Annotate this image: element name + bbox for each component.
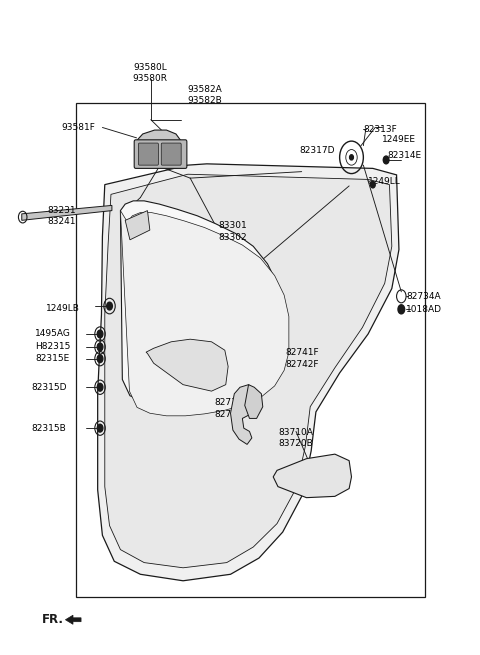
Polygon shape <box>230 384 257 444</box>
Text: 83231
83241: 83231 83241 <box>48 206 76 226</box>
Text: 82314E: 82314E <box>387 151 421 160</box>
Text: 1249LL: 1249LL <box>368 177 401 186</box>
Text: 82315B: 82315B <box>31 424 66 433</box>
FancyBboxPatch shape <box>134 140 187 168</box>
Circle shape <box>384 156 389 164</box>
Circle shape <box>97 343 103 351</box>
Text: FR.: FR. <box>41 613 63 626</box>
FancyBboxPatch shape <box>161 143 181 165</box>
Text: 82741F
82742F: 82741F 82742F <box>285 348 319 369</box>
Text: 93581F: 93581F <box>61 123 96 132</box>
Circle shape <box>398 305 405 314</box>
Circle shape <box>107 302 112 310</box>
Text: 1249LB: 1249LB <box>47 303 80 312</box>
Polygon shape <box>120 211 289 416</box>
Circle shape <box>97 355 103 363</box>
Polygon shape <box>146 339 228 391</box>
Circle shape <box>371 181 375 188</box>
Polygon shape <box>65 615 81 624</box>
Bar <box>76 103 425 597</box>
Text: H82315: H82315 <box>35 343 71 352</box>
Text: 82712
82722: 82712 82722 <box>214 398 242 419</box>
Polygon shape <box>105 174 392 568</box>
Polygon shape <box>22 206 112 220</box>
Text: 82315D: 82315D <box>31 383 67 392</box>
Text: 83301
83302: 83301 83302 <box>219 221 247 242</box>
Text: 82315E: 82315E <box>35 354 69 363</box>
Polygon shape <box>97 164 399 581</box>
Text: 1495AG: 1495AG <box>35 329 71 339</box>
Circle shape <box>97 330 103 338</box>
Circle shape <box>349 155 353 160</box>
Text: 82734A: 82734A <box>406 292 441 301</box>
Text: 82313F: 82313F <box>363 125 397 134</box>
Polygon shape <box>273 454 351 498</box>
Circle shape <box>97 424 103 432</box>
Text: 93580L
93580R: 93580L 93580R <box>132 63 168 83</box>
Text: 1018AD: 1018AD <box>406 305 442 314</box>
Polygon shape <box>125 211 150 240</box>
Text: 1249EE: 1249EE <box>383 135 416 143</box>
Circle shape <box>97 383 103 391</box>
FancyBboxPatch shape <box>138 143 158 165</box>
Text: 82317D: 82317D <box>300 145 335 155</box>
Text: 93582A
93582B: 93582A 93582B <box>188 84 223 105</box>
Polygon shape <box>137 130 180 147</box>
Polygon shape <box>120 201 282 404</box>
Text: 83710A
83720B: 83710A 83720B <box>278 428 313 448</box>
Polygon shape <box>245 384 263 419</box>
